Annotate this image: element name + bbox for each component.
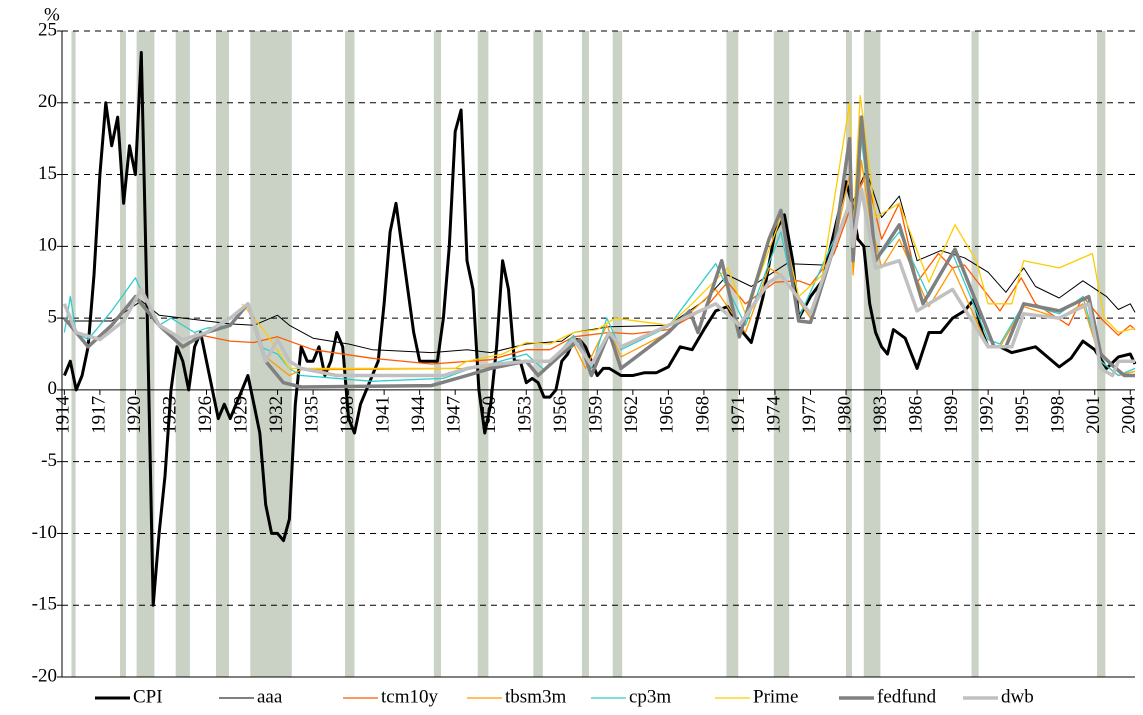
x-tick-label: 1938 <box>337 396 358 434</box>
x-tick-label: 1920 <box>124 396 145 434</box>
x-tick-label: 1995 <box>1012 396 1033 434</box>
x-tick-label: 1968 <box>692 396 713 434</box>
x-tick-label: 1914 <box>53 395 74 434</box>
x-tick-label: 1935 <box>301 396 322 434</box>
x-tick-label: 1932 <box>266 396 287 434</box>
legend-label: cp3m <box>629 686 671 707</box>
x-tick-label: 1965 <box>657 396 678 434</box>
x-tick-label: 1986 <box>905 396 926 434</box>
x-tick-label: 1980 <box>834 396 855 434</box>
shaded-period <box>971 31 979 677</box>
x-tick-label: 1962 <box>621 396 642 434</box>
y-unit-label: % <box>44 4 60 25</box>
series-line <box>194 173 1136 365</box>
x-tick-label: 1974 <box>763 395 784 434</box>
x-tick-label: 1926 <box>195 396 216 434</box>
shaded-period <box>120 31 126 677</box>
y-tick-label: -5 <box>41 450 57 471</box>
y-tick-label: -15 <box>32 594 57 615</box>
y-tick-label: 20 <box>38 91 57 112</box>
series-line <box>64 169 1136 354</box>
shaded-period <box>71 31 76 677</box>
x-tick-label: 1998 <box>1048 396 1069 434</box>
x-tick-label: 1992 <box>977 396 998 434</box>
x-tick-label: 1989 <box>941 396 962 434</box>
shaded-period <box>175 31 190 677</box>
shaded-period <box>863 31 881 677</box>
legend-label: Prime <box>753 686 798 707</box>
y-tick-label: 5 <box>48 306 58 327</box>
shaded-period <box>345 31 355 677</box>
y-tick-label: 15 <box>38 163 57 184</box>
legend-label: tbsm3m <box>505 686 566 707</box>
series-line <box>62 187 1135 378</box>
x-tick-label: 2004 <box>1119 395 1140 434</box>
shaded-period <box>477 31 489 677</box>
x-tick-label: 1923 <box>159 396 180 434</box>
y-tick-label: 10 <box>38 235 57 256</box>
x-tick-label: 1983 <box>870 396 891 434</box>
shaded-period <box>533 31 543 677</box>
shaded-period <box>773 31 790 677</box>
y-tick-label: -10 <box>32 522 57 543</box>
legend-label: dwb <box>1001 686 1034 707</box>
x-tick-label: 1950 <box>479 396 500 434</box>
shaded-period <box>846 31 852 677</box>
x-tick-label: 2001 <box>1083 396 1104 434</box>
x-tick-label: 1917 <box>88 396 109 434</box>
y-tick-label: -20 <box>32 665 57 686</box>
series-line <box>63 51 1137 607</box>
series-line <box>265 159 1136 377</box>
x-tick-label: 1929 <box>230 396 251 434</box>
y-tick-label: 0 <box>48 378 58 399</box>
y-tick-label: 25 <box>38 19 57 40</box>
x-tick-label: 1971 <box>728 396 749 434</box>
series-line <box>241 94 1136 370</box>
legend-label: aaa <box>257 686 283 707</box>
shaded-period <box>726 31 739 677</box>
legend-label: fedfund <box>877 686 937 707</box>
x-tick-label: 1977 <box>799 396 820 434</box>
x-tick-label: 1941 <box>372 396 393 434</box>
x-tick-label: 1953 <box>515 396 536 434</box>
x-tick-label: 1944 <box>408 395 429 434</box>
x-tick-label: 1947 <box>444 396 465 434</box>
legend-label: tcm10y <box>381 686 438 707</box>
shaded-period <box>215 31 229 677</box>
x-tick-label: 1959 <box>586 396 607 434</box>
x-tick-label: 1956 <box>550 396 571 434</box>
legend-label: CPI <box>133 686 163 707</box>
